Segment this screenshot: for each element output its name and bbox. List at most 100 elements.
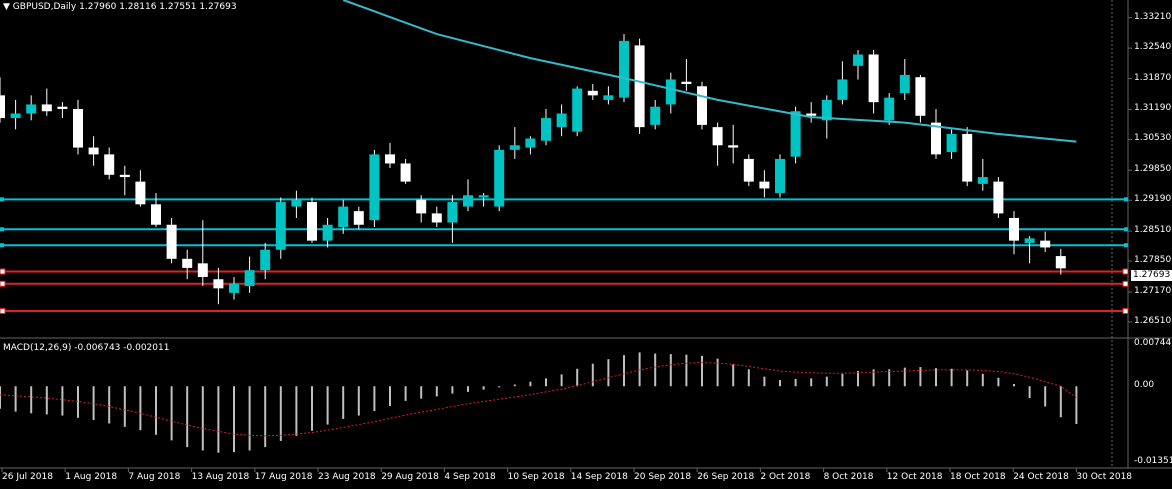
candle-body [385, 154, 395, 164]
candle-body [73, 108, 83, 148]
candle-body [603, 95, 614, 100]
time-tick-label: 29 Aug 2018 [381, 472, 439, 482]
candle-body [244, 270, 255, 287]
candle-body [572, 88, 583, 132]
support-line-handle [0, 197, 4, 202]
time-tick-label: 2 Oct 2018 [760, 472, 811, 482]
candle-body [447, 202, 458, 223]
time-tick-label: 26 Jul 2018 [2, 472, 53, 482]
symbol-header: ▼ GBPUSD,Daily 1.27960 1.28116 1.27551 1… [3, 2, 237, 12]
price-tick-label: 1.29190 [1134, 194, 1172, 205]
resistance-line-handle [1122, 268, 1129, 275]
candle-body [556, 113, 567, 128]
symbol-timeframe: GBPUSD,Daily [12, 2, 77, 12]
time-tick-label: 1 Aug 2018 [65, 472, 118, 482]
candle-body [1040, 240, 1051, 248]
candle-body [915, 77, 926, 116]
time-tick-label: 30 Oct 2018 [1076, 472, 1133, 482]
candle-body [587, 90, 598, 96]
candle-body [478, 195, 489, 198]
candle-body [416, 199, 427, 214]
candle-body [821, 99, 832, 121]
candle-body [697, 86, 707, 125]
candle-body [712, 127, 723, 146]
candle-body [977, 177, 988, 184]
candle-body [463, 195, 473, 207]
candle-body [260, 249, 271, 271]
support-line-handle [0, 243, 4, 248]
candle-body [182, 258, 193, 268]
candle-body [41, 104, 52, 112]
price-tick-label: 1.31190 [1134, 103, 1172, 114]
candle-body [853, 54, 863, 66]
candle-body [494, 149, 505, 207]
candle-body [806, 113, 817, 116]
candle-body [322, 224, 333, 241]
candle-body [166, 224, 177, 259]
price-tick-label: 1.32540 [1134, 42, 1172, 53]
candle-body [993, 181, 1004, 214]
candle-body [369, 154, 380, 221]
candle-body [431, 213, 442, 223]
candle-body [931, 122, 941, 155]
price-tick-label: 1.28510 [1134, 225, 1172, 236]
support-line-handle [1124, 243, 1128, 248]
support-line-handle [1124, 197, 1128, 202]
candle-body [743, 158, 754, 182]
price-tick-label: 1.31870 [1134, 72, 1172, 83]
moving-average-line [342, 0, 1077, 143]
support-line-handle [1124, 227, 1128, 232]
candle-body [104, 154, 115, 175]
time-tick-label: 7 Aug 2018 [128, 472, 181, 482]
candle-body [541, 118, 551, 141]
candle-body [353, 211, 364, 225]
macd-tick-label: 0.00 [1134, 380, 1155, 391]
time-tick-label: 8 Oct 2018 [823, 472, 874, 482]
resistance-line-handle [0, 308, 6, 315]
dropdown-triangle-icon[interactable]: ▼ [3, 2, 10, 12]
candle-body [10, 113, 21, 119]
candle-body [0, 95, 5, 119]
candle-body [1009, 217, 1019, 241]
candle-body [307, 202, 317, 241]
candle-body [962, 133, 973, 182]
time-tick-label: 13 Aug 2018 [191, 472, 250, 482]
candle-body [790, 111, 801, 157]
resistance-line-handle [1122, 280, 1129, 287]
candle-body [525, 138, 536, 148]
candle-body [665, 79, 676, 105]
candle-body [946, 133, 957, 153]
support-line-handle [0, 227, 4, 232]
price-tick-label: 1.26510 [1134, 315, 1172, 326]
macd-tick-label: -0.01351 [1134, 456, 1172, 467]
candle-body [400, 163, 411, 182]
current-price-tag: 1.27693 [1131, 270, 1172, 281]
macd-header: MACD(12,26,9) -0.006743 -0.002011 [3, 343, 170, 353]
resistance-line-handle [1122, 308, 1129, 315]
candle-body [1024, 238, 1035, 243]
price-tick-label: 1.27170 [1134, 285, 1172, 296]
candle-body [57, 106, 68, 109]
ohlc-values: 1.27960 1.28116 1.27551 1.27693 [79, 2, 237, 12]
candle-body [1055, 256, 1066, 269]
candle-body [151, 204, 161, 225]
candle-body [868, 54, 879, 103]
time-tick-label: 17 Aug 2018 [254, 472, 313, 482]
price-tick-label: 1.27850 [1134, 255, 1172, 266]
candle-body [197, 263, 208, 277]
time-tick-label: 14 Sep 2018 [570, 472, 628, 482]
macd-signal-line [0, 362, 1077, 437]
candle-body [775, 158, 785, 193]
candle-body [634, 45, 645, 128]
time-tick-label: 10 Sep 2018 [507, 472, 565, 482]
candle-body [884, 97, 895, 121]
macd-tick-label: 0.007443 [1134, 338, 1172, 349]
candle-body [619, 40, 629, 98]
time-tick-label: 4 Sep 2018 [444, 472, 496, 482]
time-tick-label: 24 Oct 2018 [1013, 472, 1069, 482]
candle-body [26, 104, 37, 114]
candle-body [338, 206, 349, 228]
candle-body [681, 81, 692, 84]
